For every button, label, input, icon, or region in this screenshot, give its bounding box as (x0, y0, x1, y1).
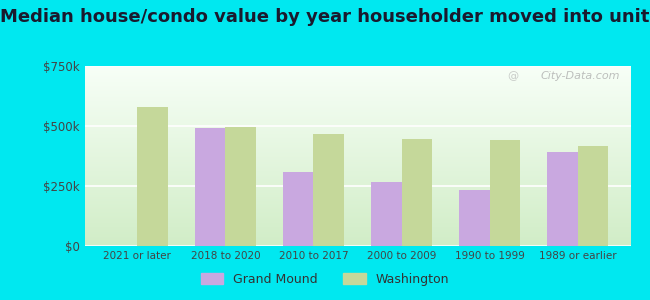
Bar (226, 127, 256, 246)
Bar (370, 182, 402, 246)
Bar (283, 172, 313, 246)
Bar (459, 190, 489, 246)
Text: @: @ (508, 71, 519, 81)
Bar (578, 146, 608, 246)
Bar (194, 128, 226, 246)
Legend: Grand Mound, Washington: Grand Mound, Washington (196, 268, 454, 291)
Bar (547, 152, 578, 246)
Bar (137, 107, 168, 246)
Bar (402, 139, 432, 246)
Bar (489, 140, 521, 246)
Bar (313, 134, 345, 246)
Text: City-Data.com: City-Data.com (540, 71, 619, 81)
Text: Median house/condo value by year householder moved into unit: Median house/condo value by year househo… (0, 8, 650, 26)
